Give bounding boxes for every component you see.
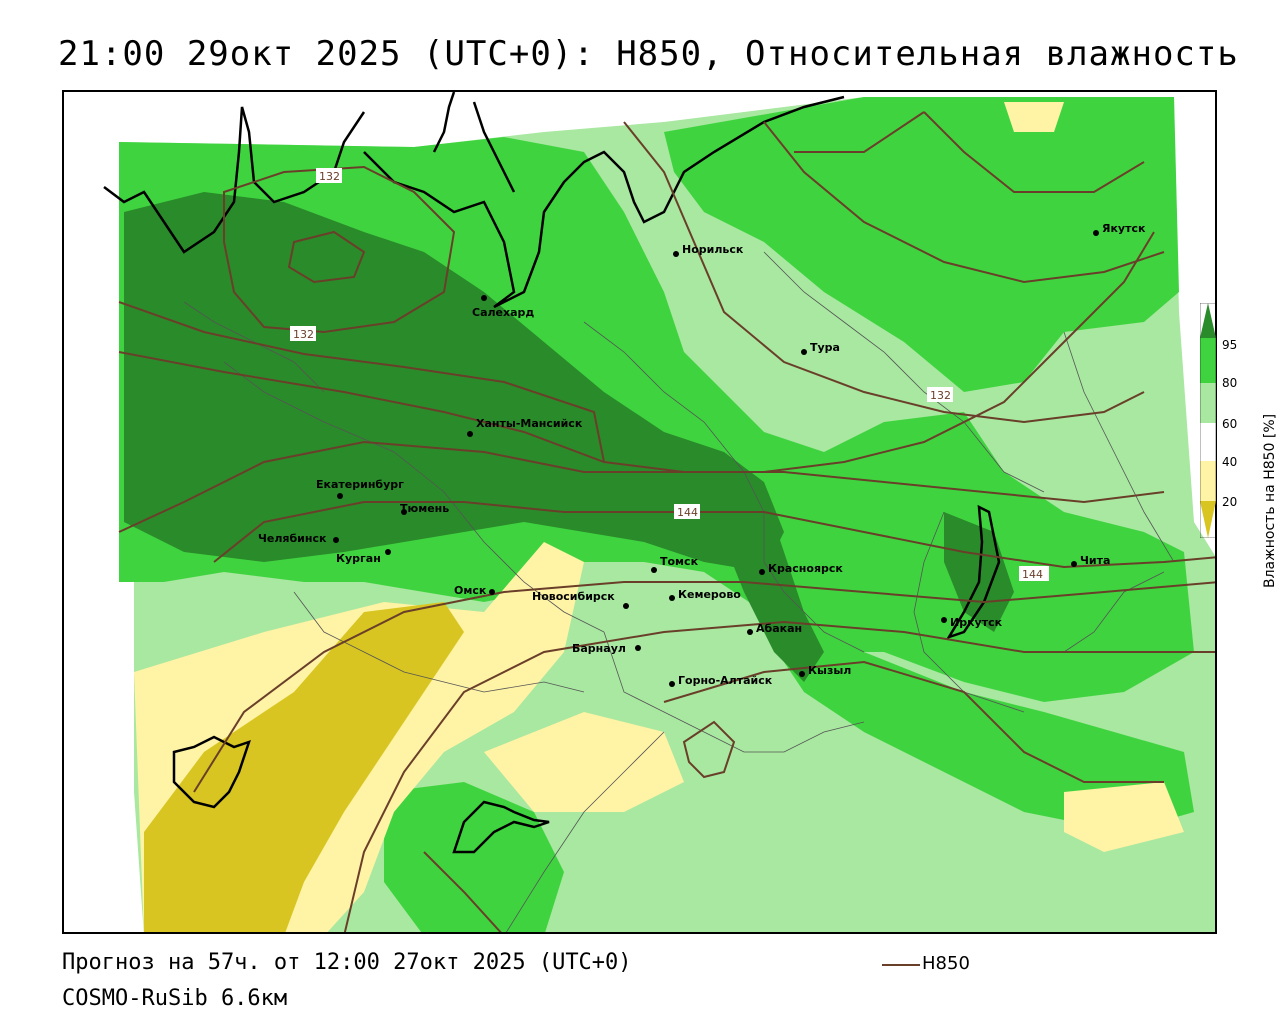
colorbar-level-20: 20 <box>1222 495 1238 509</box>
city-barnaul[interactable]: Барнаул <box>572 642 641 655</box>
dry-area-northeast <box>1004 102 1064 132</box>
city-kyzyl[interactable]: Кызыл <box>799 664 851 677</box>
humidity-colorbar <box>1200 303 1216 538</box>
colorbar-level-40: 40 <box>1222 455 1238 469</box>
city-krasnoyarsk[interactable]: Красноярск <box>759 562 843 575</box>
city-kemerovo[interactable]: Кемерово <box>669 588 741 601</box>
isohypse-label-5: 144 <box>1019 566 1049 581</box>
city-tyumen[interactable]: Тюмень <box>400 502 449 515</box>
svg-text:Салехард: Салехард <box>472 306 534 319</box>
city-yakutsk[interactable]: Якутск <box>1093 222 1146 236</box>
very-wet-area-yenisei <box>704 472 824 682</box>
city-tomsk[interactable]: Томск <box>651 555 699 573</box>
svg-text:Абакан: Абакан <box>756 622 802 635</box>
svg-text:132: 132 <box>319 170 340 183</box>
weather-map[interactable]: 132 132 132 144 144 Якутск Норильск Сале… <box>62 90 1217 934</box>
svg-text:132: 132 <box>930 389 951 402</box>
city-salekhard[interactable]: Салехард <box>472 295 534 319</box>
city-abakan[interactable]: Абакан <box>747 622 802 635</box>
svg-text:144: 144 <box>1022 568 1043 581</box>
svg-text:Тура: Тура <box>810 341 840 354</box>
svg-text:Красноярск: Красноярск <box>768 562 843 575</box>
svg-text:144: 144 <box>677 506 698 519</box>
coastline-balkhash <box>452 800 550 854</box>
coastline-yamal <box>432 92 516 193</box>
city-tura[interactable]: Тура <box>801 341 840 355</box>
isohypse-label-4: 144 <box>674 504 700 519</box>
svg-text:Иркутск: Иркутск <box>950 616 1003 629</box>
coastline-baikal <box>946 504 1001 640</box>
city-khanty-mansiysk[interactable]: Ханты-Мансийск <box>467 417 583 437</box>
wet-area-southwest <box>384 782 564 932</box>
city-norilsk[interactable]: Норильск <box>673 243 744 257</box>
city-chita[interactable]: Чита <box>1071 554 1110 567</box>
svg-text:132: 132 <box>293 328 314 341</box>
svg-text:Горно-Алтайск: Горно-Алтайск <box>678 674 773 687</box>
city-novosibirsk[interactable]: Новосибирск <box>532 590 629 609</box>
city-omsk[interactable]: Омск <box>454 584 495 597</box>
city-irkutsk[interactable]: Иркутск <box>941 616 1003 629</box>
map-title: 21:00 29окт 2025 (UTC+0): H850, Относите… <box>58 34 1239 74</box>
svg-text:Кемерово: Кемерово <box>678 588 741 601</box>
svg-text:Новосибирск: Новосибирск <box>532 590 615 603</box>
dry-area-south <box>484 712 684 812</box>
svg-text:Омск: Омск <box>454 584 487 597</box>
isohypse-label-1: 132 <box>316 168 342 183</box>
city-gorno-altaysk[interactable]: Горно-Алтайск <box>669 674 773 687</box>
map-canvas: 132 132 132 144 144 Якутск Норильск Сале… <box>64 92 1215 932</box>
very-dry-area-kazakhstan <box>144 602 464 932</box>
svg-text:Барнаул: Барнаул <box>572 642 626 655</box>
isohypse-legend-line <box>882 964 920 966</box>
isohypse-lines <box>118 111 1215 932</box>
isohypse-label-2: 132 <box>290 326 316 341</box>
admin-borders <box>183 251 1175 932</box>
svg-text:Томск: Томск <box>660 555 699 568</box>
forecast-info: Прогноз на 57ч. от 12:00 27окт 2025 (UTC… <box>62 950 632 975</box>
colorbar-level-60: 60 <box>1222 417 1238 431</box>
model-name: COSMO-RuSib 6.6км <box>62 986 288 1011</box>
svg-text:Чита: Чита <box>1080 554 1110 567</box>
isohypse-label-3: 132 <box>927 387 953 402</box>
city-chelyabinsk[interactable]: Челябинск <box>258 532 339 545</box>
svg-text:Тюмень: Тюмень <box>400 502 449 515</box>
colorbar-title: Влажность на H850 [%] <box>1262 413 1278 588</box>
svg-text:Якутск: Якутск <box>1102 222 1146 235</box>
svg-text:Екатеринбург: Екатеринбург <box>316 478 404 491</box>
very-wet-area-urals <box>124 192 784 572</box>
colorbar-level-95: 95 <box>1222 338 1238 352</box>
colorbar-level-80: 80 <box>1222 376 1238 390</box>
svg-text:Норильск: Норильск <box>682 243 744 256</box>
svg-text:Ханты-Мансийск: Ханты-Мансийск <box>476 417 583 430</box>
city-yekaterinburg[interactable]: Екатеринбург <box>316 478 404 499</box>
wet-area-northeast <box>664 97 1179 392</box>
city-kurgan[interactable]: Курган <box>336 549 391 565</box>
svg-text:Кызыл: Кызыл <box>808 664 851 677</box>
dry-area-east <box>1064 782 1184 852</box>
svg-text:Курган: Курган <box>336 552 381 565</box>
coastline-aral <box>172 735 251 809</box>
svg-text:Челябинск: Челябинск <box>258 532 327 545</box>
isohypse-legend-label: H850 <box>922 953 970 974</box>
